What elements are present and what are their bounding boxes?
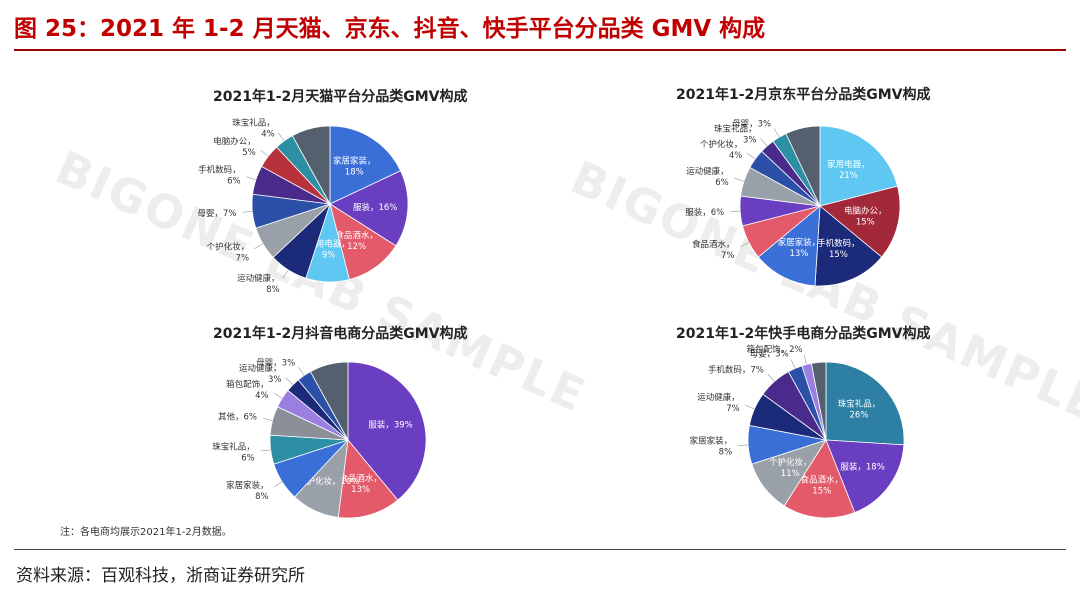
- slice-label-珠宝礼品: 珠宝礼品， 26%: [838, 399, 881, 421]
- slice-label-母婴: 母婴，7%: [197, 209, 236, 219]
- leader-line-个护化妆: [747, 152, 756, 160]
- slice-label-家用电器: 家用电器， 9%: [307, 239, 350, 261]
- slice-label-运动健康: 运动健康， 6%: [686, 166, 729, 188]
- pie-slice-家用电器: [819, 125, 898, 207]
- pie-slice-食品酒水: [337, 439, 399, 519]
- chart-note: 注：各电商均展示2021年1-2月数据。: [60, 527, 232, 538]
- leader-line-运动健康: [282, 269, 289, 279]
- title-rule: [14, 49, 1066, 51]
- slice-label-母婴: 母婴，3%: [750, 350, 789, 360]
- leader-line-母婴: [790, 359, 796, 369]
- pie-chart-douyin: 服装，39% 食品酒水， 13%个护化妆，10% 家居家装， 8% 珠宝礼品， 6% 其他，6…: [212, 358, 427, 519]
- slice-label-珠宝礼品: 珠宝礼品， 4%: [232, 117, 275, 139]
- slice-label-个护化妆: 个护化妆， 11%: [769, 457, 812, 479]
- leader-line-个护化妆: [254, 243, 264, 250]
- pie-slice-服装: [347, 361, 427, 501]
- leader-line-珠宝礼品: [760, 138, 768, 147]
- slice-label-家居家装: 家居家装， 13%: [778, 237, 821, 259]
- slice-label-服装: 服装，6%: [685, 207, 724, 218]
- leader-line-手机数码: [246, 176, 256, 181]
- figure-title: 图 25：2021 年 1-2 月天猫、京东、抖音、快手平台分品类 GMV 构成: [14, 16, 766, 42]
- slice-label-家居家装: 家居家装， 8%: [690, 435, 733, 457]
- slice-label-运动健康: 运动健康， 8%: [237, 273, 280, 295]
- leader-line-家居家装: [273, 481, 283, 488]
- source-rule: [14, 549, 1066, 550]
- pie-slice-家居家装: [757, 205, 821, 287]
- slice-label-个护化妆: 个护化妆， 7%: [207, 241, 250, 263]
- pie-chart-tmall: 家居家装， 18% 服装，16% 食品酒水， 12%家用电器， 9% 运动健康， 8% 个护化妆…: [197, 117, 409, 295]
- leader-line-母婴: [242, 211, 253, 213]
- slice-label-电脑办公: 电脑办公， 5%: [213, 136, 256, 158]
- pie-slice-其他: [291, 125, 331, 205]
- leader-line-箱包配饰: [273, 392, 283, 399]
- slice-label-母婴: 母婴，3%: [732, 119, 771, 129]
- slice-label-电脑办公: 电脑办公， 15%: [844, 206, 887, 228]
- pie-slice-电脑办公: [819, 185, 901, 258]
- slice-label-家居家装: 家居家装， 8%: [226, 480, 269, 502]
- leader-line-运动健康: [734, 177, 745, 182]
- slice-label-服装: 服装，16%: [353, 202, 397, 213]
- leader-line-珠宝礼品: [260, 449, 271, 452]
- slice-label-珠宝礼品: 珠宝礼品， 6%: [212, 441, 255, 463]
- slice-label-母婴: 母婴，3%: [256, 358, 295, 368]
- pie-slice-其他: [785, 125, 821, 207]
- slice-label-家居家装: 家居家装， 18%: [333, 155, 376, 177]
- slice-label-其他: 其他，6%: [218, 412, 257, 423]
- pie-slice-其他: [810, 361, 827, 441]
- slice-label-家用电器: 家用电器， 21%: [827, 159, 870, 181]
- leader-line-母婴: [773, 128, 780, 138]
- leader-line-珠宝礼品: [278, 132, 285, 142]
- slice-label-箱包配饰: 箱包配饰，2%: [747, 344, 803, 355]
- slice-label-食品酒水: 食品酒水， 7%: [692, 239, 735, 261]
- chart-title-tmall: 2021年1-2月天猫平台分品类GMV构成: [213, 89, 468, 105]
- pie-slice-其余: [309, 361, 349, 441]
- leader-line-母婴: [298, 367, 305, 376]
- slice-label-食品酒水: 食品酒水， 12%: [335, 230, 378, 252]
- slice-label-食品酒水: 食品酒水， 15%: [800, 475, 843, 497]
- leader-line-电脑办公: [260, 149, 269, 157]
- leader-line-其他: [262, 417, 273, 421]
- leader-line-服装: [730, 210, 741, 212]
- pie-slice-服装: [329, 170, 409, 247]
- pie-slice-珠宝礼品: [825, 361, 905, 446]
- chart-title-douyin: 2021年1-2月抖音电商分品类GMV构成: [213, 326, 468, 342]
- slice-label-箱包配饰: 箱包配饰， 4%: [226, 379, 269, 401]
- pie-slice-家居家装: [329, 125, 402, 205]
- pie-slice-食品酒水: [783, 439, 856, 519]
- slice-label-服装: 服装，39%: [368, 420, 412, 431]
- slice-label-运动健康: 运动健康， 3%: [239, 363, 282, 385]
- pie-chart-jd: 家用电器， 21% 电脑办公， 15% 手机数码， 15%家居家装， 13% 食品酒水， 7% 服…: [685, 119, 901, 287]
- chart-title-kuaishou: 2021年1-2年快手电商分品类GMV构成: [676, 326, 931, 342]
- leader-line-运动健康: [285, 377, 294, 386]
- pie-slice-服装: [825, 439, 905, 514]
- leader-line-运动健康: [745, 404, 755, 410]
- slice-label-手机数码: 手机数码，7%: [708, 364, 764, 375]
- slice-label-手机数码: 手机数码， 6%: [198, 164, 241, 186]
- leader-line-家居家装: [738, 444, 749, 446]
- leader-line-手机数码: [767, 373, 775, 382]
- pie-slice-手机数码: [814, 205, 883, 287]
- slice-label-服装: 服装，18%: [840, 462, 884, 473]
- chart-title-jd: 2021年1-2月京东平台分品类GMV构成: [676, 87, 931, 103]
- leader-line-食品酒水: [739, 242, 749, 248]
- slice-label-食品酒水: 食品酒水， 13%: [339, 473, 382, 495]
- source-text: 资料来源：百观科技，浙商证券研究所: [16, 566, 305, 586]
- slice-label-手机数码: 手机数码， 15%: [817, 238, 860, 260]
- slice-label-个护化妆: 个护化妆， 4%: [700, 139, 743, 161]
- slice-label-运动健康: 运动健康， 7%: [697, 392, 740, 414]
- leader-line-箱包配饰: [803, 354, 807, 365]
- slice-label-珠宝礼品: 珠宝礼品， 3%: [714, 123, 757, 145]
- slice-label-个护化妆: 个护化妆，10%: [298, 476, 359, 487]
